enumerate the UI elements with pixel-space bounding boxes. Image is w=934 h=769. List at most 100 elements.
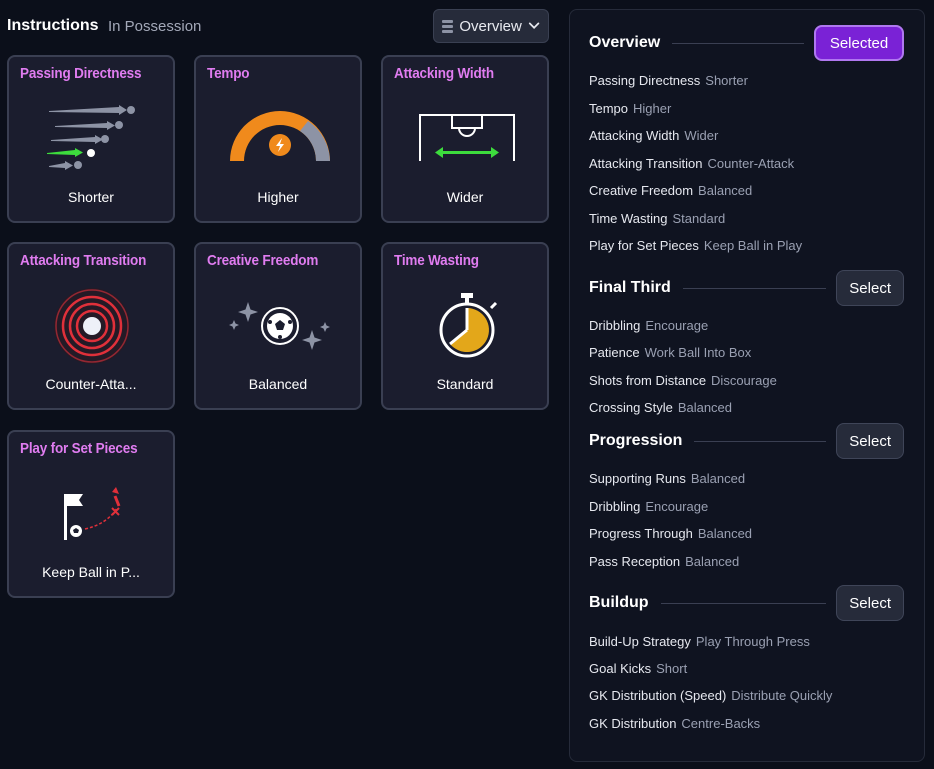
row-key: Progress Through [589,526,693,541]
card-value: Higher [257,189,299,205]
list-item: Dribbling Encourage [589,318,708,333]
section-final-third: Final Third Select [589,270,904,306]
row-key: Dribbling [589,318,641,333]
card-title: Time Wasting [394,252,479,269]
list-item: Supporting Runs Balanced [589,471,745,486]
progression-select-button[interactable]: Select [836,423,904,459]
row-key: Dribbling [589,499,641,514]
row-key: Play for Set Pieces [589,238,699,253]
list-item: Goal Kicks Short [589,661,687,676]
section-title: Progression [589,432,683,449]
row-value: Encourage [645,318,709,333]
card-value: Counter-Atta... [45,376,137,392]
list-item: Dribbling Encourage [589,499,708,514]
list-item: Patience Work Ball Into Box [589,345,751,360]
final-third-select-button[interactable]: Select [836,270,904,306]
row-value: Standard [672,211,726,226]
row-value: Shorter [705,73,748,88]
tempo-gauge-icon [230,111,330,161]
dropdown-label: Overview [459,17,522,35]
card-title: Passing Directness [20,65,142,82]
row-key: Attacking Transition [589,156,703,171]
list-item: Pass Reception Balanced [589,554,739,569]
passing-arrows-icon [47,105,135,170]
row-key: GK Distribution [589,716,677,731]
row-value: Work Ball Into Box [644,345,752,360]
pitch-width-icon [419,114,515,161]
list-icon [442,19,454,33]
ball-sparkle-icon [229,302,330,350]
list-item: Passing Directness Shorter [589,73,748,88]
row-key: Build-Up Strategy [589,634,691,649]
list-item: Creative Freedom Balanced [589,183,752,198]
row-value: Balanced [698,183,753,198]
card-time-wasting[interactable]: Time Wasting Standard [381,242,549,410]
view-dropdown[interactable]: Overview [433,9,549,43]
card-value: Balanced [248,376,308,392]
chevron-down-icon [528,22,540,29]
list-item: Time Wasting Standard [589,211,725,226]
row-key: Patience [589,345,640,360]
section-progression: Progression Select [589,423,904,459]
row-value: Balanced [697,526,753,541]
row-value: Short [656,661,688,676]
list-item: GK Distribution (Speed) Distribute Quickl… [589,688,832,703]
divider [672,42,804,44]
list-item: Attacking Transition Counter-Attack [589,156,794,171]
card-value: Keep Ball in P... [42,564,140,580]
card-title: Tempo [207,65,250,82]
row-value: Keep Ball in Play [703,238,803,253]
row-value: Discourage [711,373,777,388]
section-buildup: Buildup Select [589,585,904,621]
page-title: Instructions [7,17,99,34]
card-title: Attacking Transition [20,252,147,269]
row-value: Balanced [690,471,746,486]
card-value: Standard [436,376,494,392]
summary-panel: Overview Selected Passing Directness Shor… [569,9,925,762]
list-item: GK Distribution Centre-Backs [589,716,760,731]
overview-selected-button[interactable]: Selected [814,25,904,61]
row-key: Pass Reception [589,554,681,569]
row-key: Passing Directness [589,73,701,88]
buildup-select-button[interactable]: Select [836,585,904,621]
row-value: Wider [684,128,719,143]
divider [682,287,827,289]
card-attacking-transition[interactable]: Attacking Transition Counter-Atta... [7,242,175,410]
list-item: Play for Set Pieces Keep Ball in Play [589,238,802,253]
row-key: Supporting Runs [589,471,686,486]
row-value: Encourage [645,499,709,514]
row-key: Shots from Distance [589,373,707,388]
row-value: Higher [633,101,672,116]
row-value: Distribute Quickly [731,688,833,703]
card-value: Wider [446,189,484,205]
row-key: Attacking Width [589,128,680,143]
tab-in-possession[interactable]: In Possession [108,18,202,35]
card-attacking-width[interactable]: Attacking Width Wider [381,55,549,223]
list-item: Build-Up Strategy Play Through Press [589,634,810,649]
section-title: Overview [589,34,661,51]
row-value: Counter-Attack [707,156,795,171]
section-overview: Overview Selected [589,25,904,61]
row-value: Centre-Backs [681,716,761,731]
stopwatch-icon [439,293,498,358]
corner-flag-icon [64,487,121,540]
row-value: Play Through Press [695,634,810,649]
list-item: Crossing Style Balanced [589,400,732,415]
row-value: Balanced [677,400,733,415]
card-title: Creative Freedom [207,252,319,269]
divider [660,602,827,604]
row-key: GK Distribution (Speed) [589,688,727,703]
list-item: Shots from Distance Discourage [589,373,777,388]
card-title: Play for Set Pieces [20,440,138,457]
list-item: Attacking Width Wider [589,128,718,143]
row-key: Crossing Style [589,400,673,415]
section-title: Buildup [589,594,649,611]
card-play-for-set-pieces[interactable]: Play for Set Pieces Keep Ball in P... [7,430,175,598]
card-passing-directness[interactable]: Passing Directness Shorter [7,55,175,223]
row-key: Tempo [589,101,629,116]
divider [694,440,827,442]
card-tempo[interactable]: Tempo Higher [194,55,362,223]
card-creative-freedom[interactable]: Creative Freedom Balanced [194,242,362,410]
section-title: Final Third [589,279,671,296]
card-value: Shorter [68,189,114,205]
